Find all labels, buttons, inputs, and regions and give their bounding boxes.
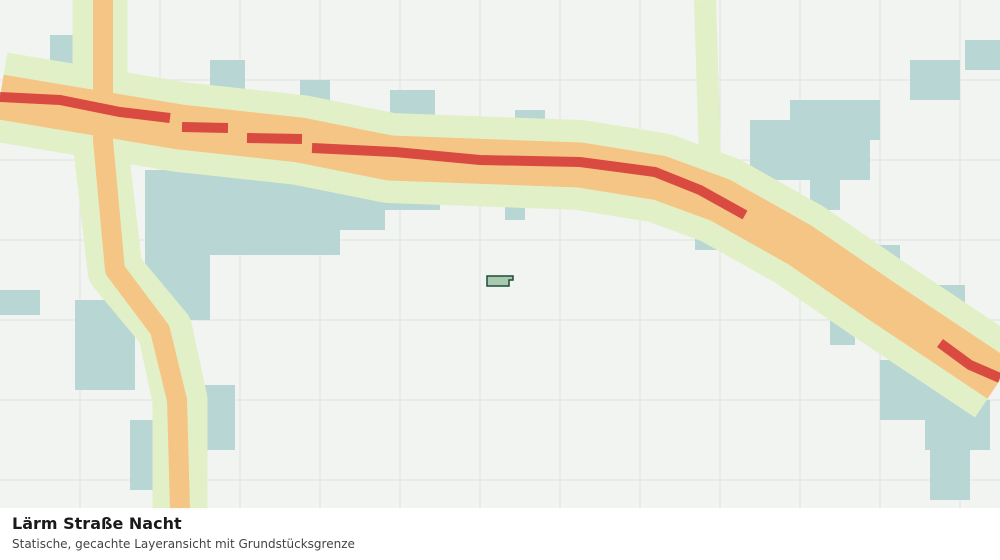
- layer-subtitle: Statische, gecachte Layeransicht mit Gru…: [12, 537, 355, 551]
- caption-panel: Lärm Straße Nacht Statische, gecachte La…: [0, 508, 1000, 560]
- noise-zone-high: [0, 92, 1000, 383]
- layer-title: Lärm Straße Nacht: [12, 514, 182, 533]
- parcel-boundary[interactable]: [486, 275, 514, 287]
